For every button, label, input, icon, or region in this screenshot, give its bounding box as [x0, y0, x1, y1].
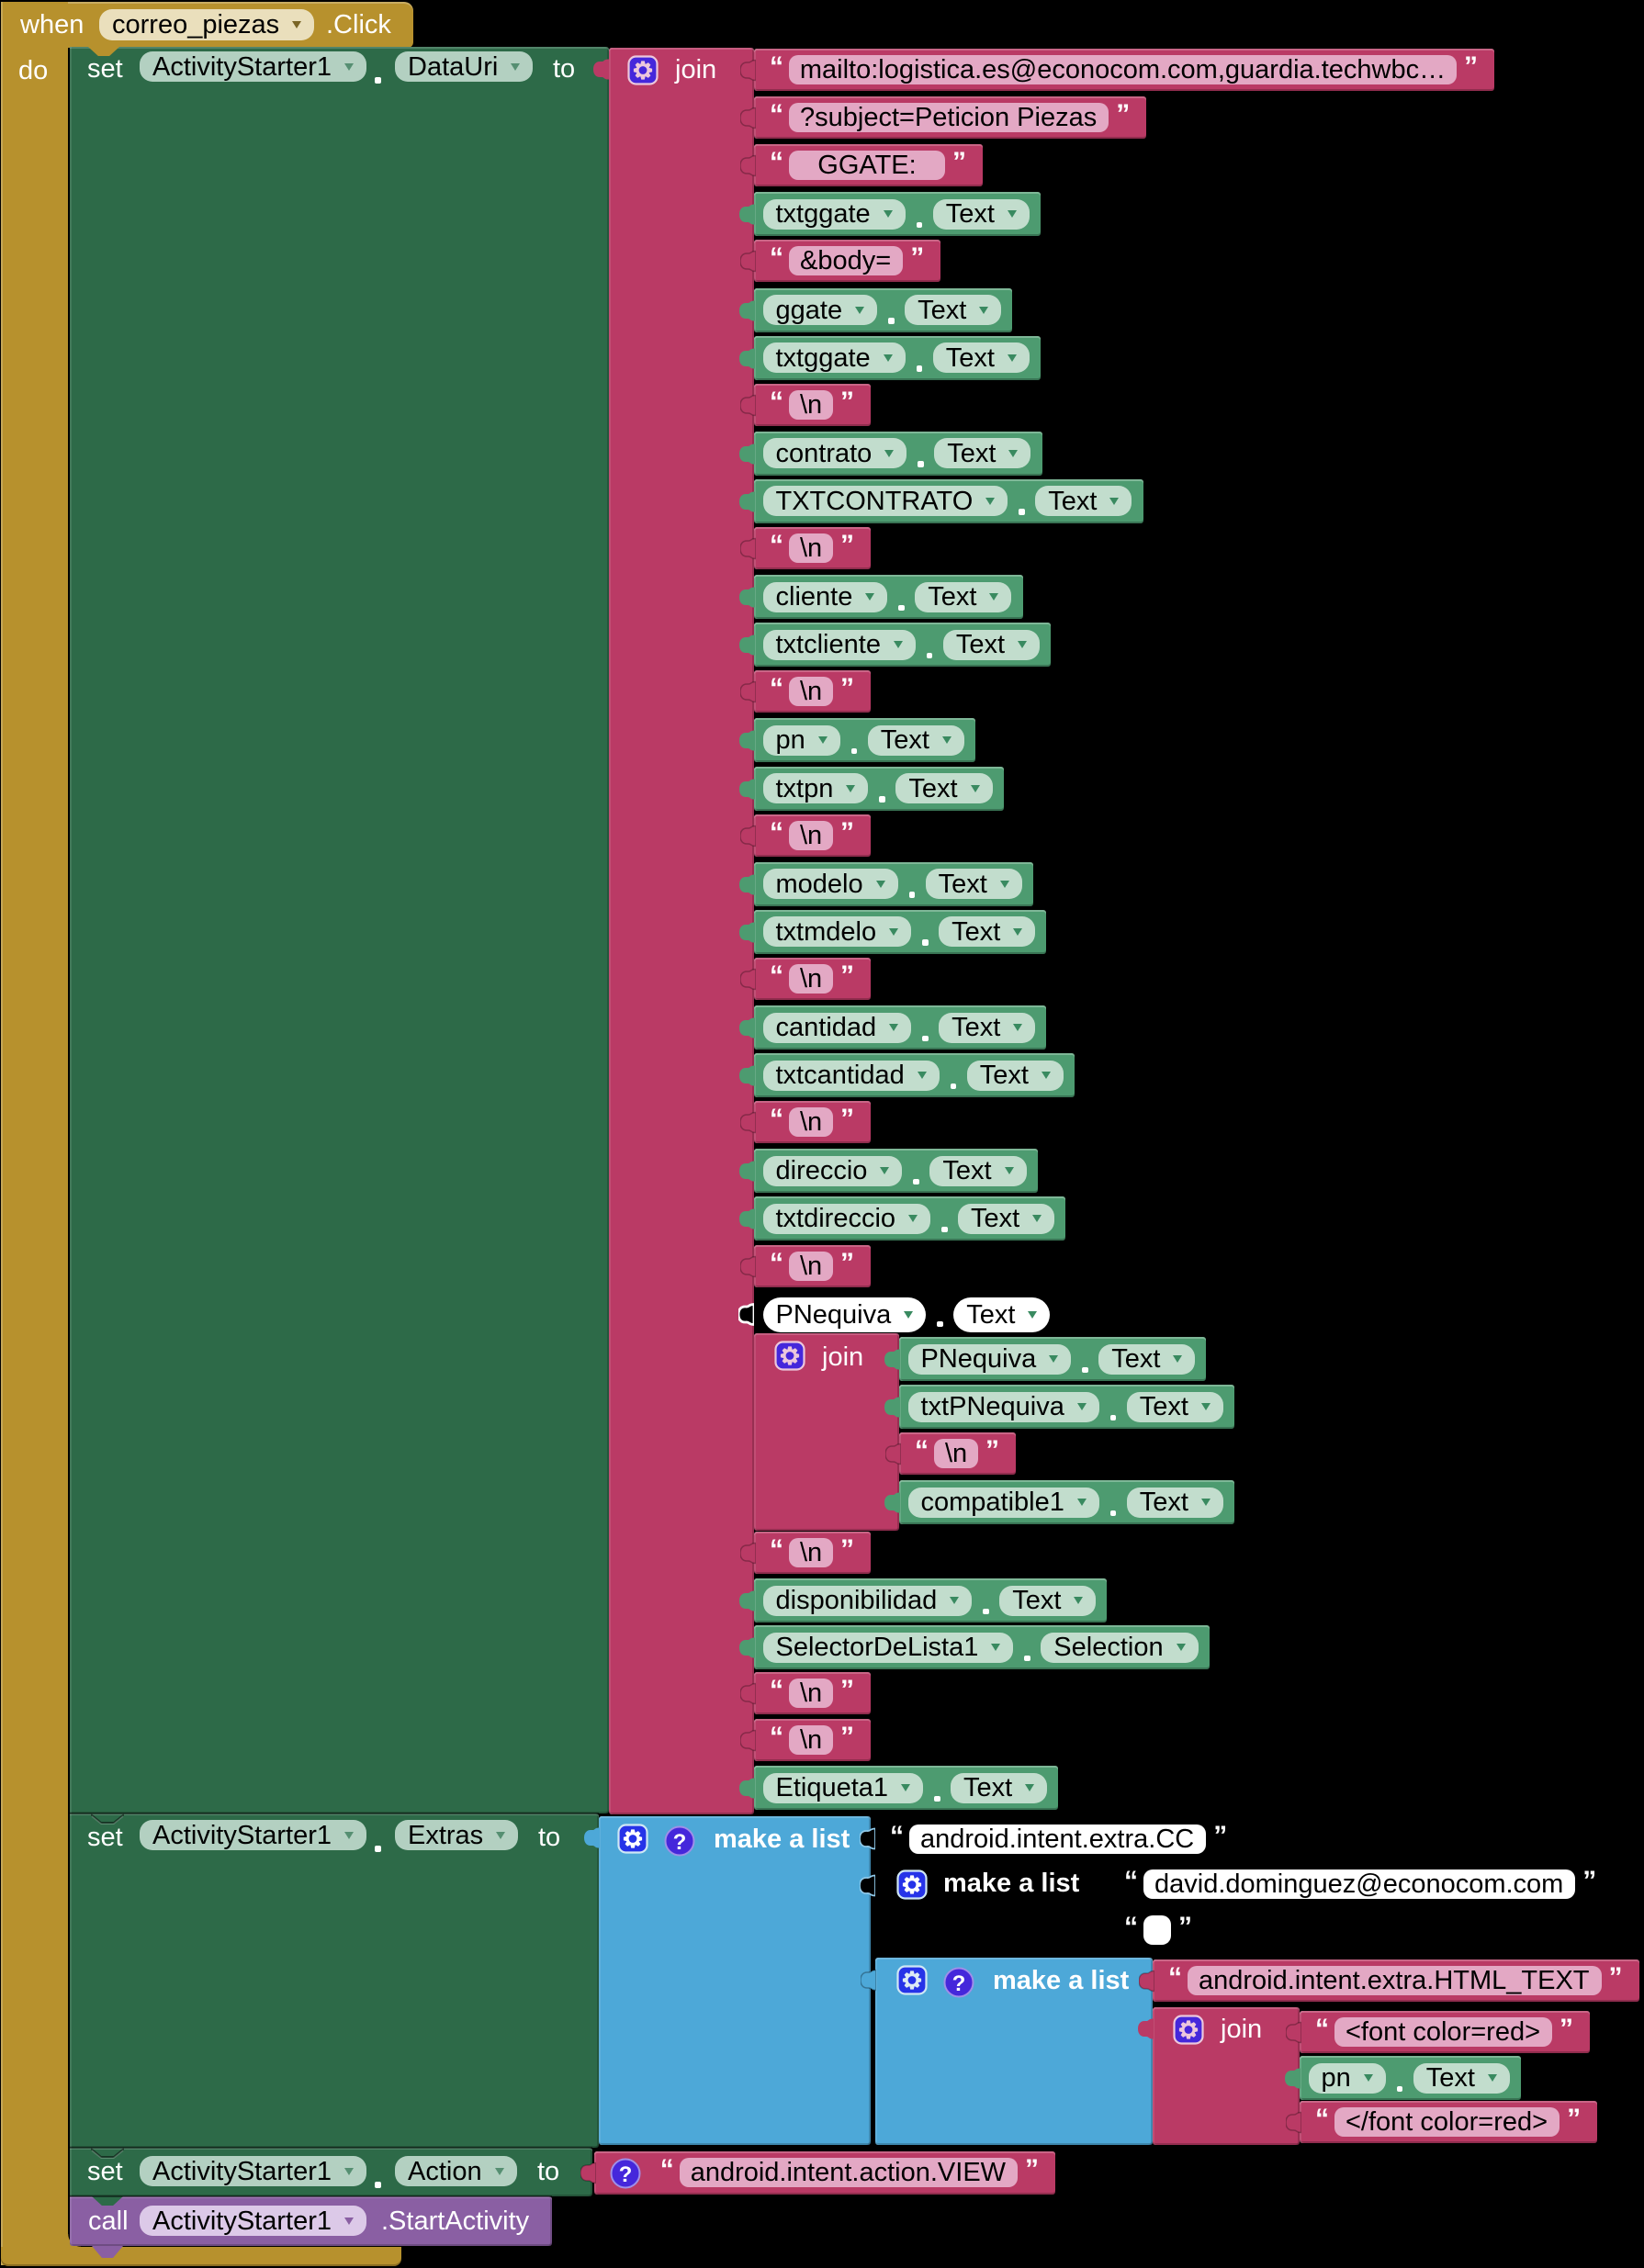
svg-text:?: ?: [673, 1830, 687, 1855]
svg-text:?: ?: [618, 2162, 632, 2187]
svg-text:?: ?: [952, 1971, 966, 1996]
